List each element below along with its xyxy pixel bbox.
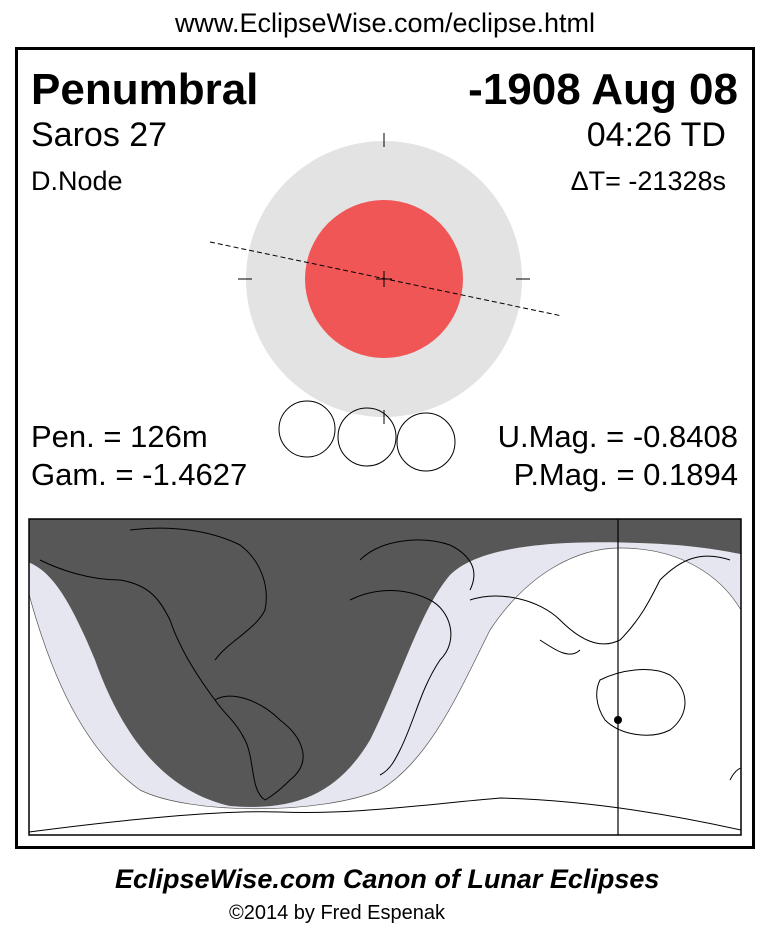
penumbral-duration: Pen. = 126m xyxy=(31,419,208,454)
diagram-frame xyxy=(15,47,755,849)
header-url: www.EclipseWise.com/eclipse.html xyxy=(174,8,596,38)
penumbral-magnitude: P.Mag. = 0.1894 xyxy=(513,457,738,492)
visibility-map xyxy=(28,518,742,836)
moon-position-3 xyxy=(396,412,456,472)
coastlines xyxy=(29,527,741,833)
delta-t: ΔT= -21328s xyxy=(570,166,726,196)
moon-position-1 xyxy=(278,400,336,458)
saros-number: Saros 27 xyxy=(31,116,168,154)
gamma: Gam. = -1.4627 xyxy=(31,457,248,492)
subsolar-point-marker xyxy=(614,716,622,724)
eclipse-date: -1908 Aug 08 xyxy=(468,65,738,114)
footer-title: EclipseWise.com Canon of Lunar Eclipses xyxy=(115,864,660,894)
footer-copyright: ©2014 by Fred Espenak xyxy=(229,902,445,924)
eclipse-time: 04:26 TD xyxy=(586,116,726,154)
ecliptic-path xyxy=(209,241,563,317)
node-label: D.Node xyxy=(31,166,123,196)
eclipse-type: Penumbral xyxy=(31,65,259,114)
night-zone xyxy=(29,519,741,807)
moon-position-2 xyxy=(337,407,397,467)
umbral-magnitude: U.Mag. = -0.8408 xyxy=(497,419,738,454)
